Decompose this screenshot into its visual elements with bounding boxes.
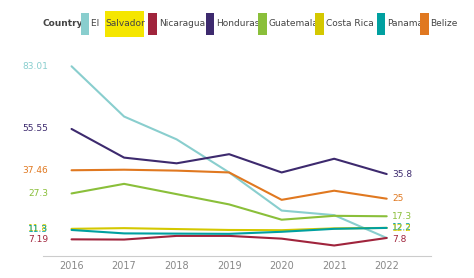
Text: 83.01: 83.01 [22,62,48,71]
Text: Guatemala: Guatemala [268,19,319,28]
Text: 55.55: 55.55 [22,125,48,133]
Text: 17.3: 17.3 [392,212,412,221]
Text: 11.8: 11.8 [28,224,48,233]
Text: Salvador: Salvador [105,19,145,28]
Bar [377,13,385,34]
Text: 27.3: 27.3 [28,189,48,198]
Bar [206,13,214,34]
Text: 35.8: 35.8 [392,170,412,178]
Text: 7.19: 7.19 [28,235,48,244]
Text: El: El [91,19,102,28]
Bar [105,11,145,37]
Text: 25: 25 [392,194,403,203]
Text: 12.2: 12.2 [392,224,412,233]
Text: 37.46: 37.46 [22,166,48,175]
Text: 11.3: 11.3 [28,225,48,234]
Bar [315,13,324,34]
Text: Panama: Panama [387,19,423,28]
Text: Belize: Belize [430,19,458,28]
Text: 12.2: 12.2 [392,223,412,232]
Text: 7.8: 7.8 [392,235,406,244]
Text: Country: Country [43,19,83,28]
Bar [258,13,266,34]
Text: Honduras: Honduras [216,19,259,28]
Bar [148,13,157,34]
Bar [420,13,428,34]
Bar [81,13,89,34]
Text: Nicaragua: Nicaragua [159,19,205,28]
Text: Costa Rica: Costa Rica [326,19,374,28]
